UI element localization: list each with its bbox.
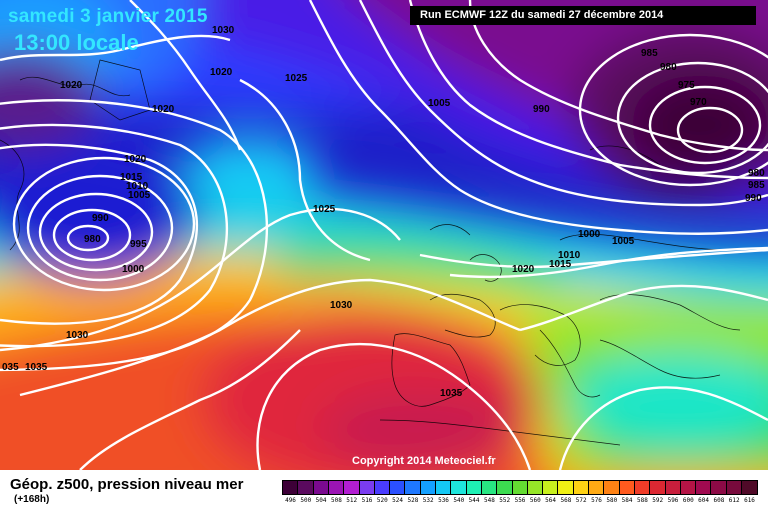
isobar-label: 1015 <box>549 259 572 270</box>
legend-value: 568 <box>560 497 572 504</box>
isobar-label: 1020 <box>512 264 535 275</box>
isobar-label: 1015 <box>120 172 143 183</box>
isobar-label: 1010 <box>126 181 149 192</box>
legend-value: 552 <box>499 497 511 504</box>
isobar-label: 980 <box>748 168 765 179</box>
legend-value: 588 <box>636 497 648 504</box>
legend-value: 504 <box>315 497 327 504</box>
lead-time: (+168h) <box>14 494 50 505</box>
legend-value: 556 <box>514 497 526 504</box>
legend-value: 596 <box>667 497 679 504</box>
legend-value: 524 <box>392 497 404 504</box>
legend-value: 496 <box>285 497 296 504</box>
isobar-label: 995 <box>130 239 147 250</box>
isobar-label: 985 <box>748 180 765 191</box>
legend-value: 544 <box>468 497 480 504</box>
legend-swatch <box>741 480 758 495</box>
copyright: Copyright 2014 Meteociel.fr <box>352 455 496 467</box>
model-run-label: Run ECMWF 12Z du samedi 27 décembre 2014 <box>410 6 756 25</box>
isobar-label: 980 <box>84 234 101 245</box>
legend-value: 520 <box>376 497 388 504</box>
isobar-label: 1000 <box>578 229 601 240</box>
isobar-label: 1020 <box>210 67 233 78</box>
legend-value: 540 <box>453 497 465 504</box>
legend-value: 584 <box>621 497 633 504</box>
isobar-label: 1035 <box>440 388 463 399</box>
isobar-label: 1025 <box>313 204 336 215</box>
legend-value: 576 <box>591 497 602 504</box>
legend-value: 528 <box>407 497 419 504</box>
parameter-title: Géop. z500, pression niveau mer <box>10 476 244 493</box>
legend-value: 516 <box>361 497 373 504</box>
legend-value: 608 <box>713 497 725 504</box>
legend-value: 572 <box>575 497 587 504</box>
isobar-label: 980 <box>660 62 677 73</box>
map-canvas: 1030 1020 1025 1020 1020 1020 1015 1010 … <box>0 0 768 470</box>
legend-value: 512 <box>346 497 358 504</box>
isobar-label: 1005 <box>428 98 451 109</box>
isobar-label: 975 <box>678 80 695 91</box>
isobar-label: 1020 <box>124 154 147 165</box>
legend-value: 536 <box>438 497 449 504</box>
legend-value: 616 <box>744 497 755 504</box>
isobar-label: 990 <box>92 213 109 224</box>
isobar-label: 1020 <box>152 104 175 115</box>
isobars <box>0 0 768 470</box>
isobar-label: 035 <box>2 362 19 373</box>
isobar-label: 1000 <box>122 264 145 275</box>
legend-value: 548 <box>483 497 495 504</box>
legend-value: 592 <box>652 497 664 504</box>
legend-value: 612 <box>728 497 740 504</box>
isobar-labels: 1030 1020 1025 1020 1020 1020 1015 1010 … <box>2 25 765 399</box>
legend-value: 560 <box>529 497 541 504</box>
legend-value: 600 <box>682 497 694 504</box>
isobar-label: 985 <box>641 48 658 59</box>
isobar-label: 1010 <box>558 250 581 261</box>
isobar-label: 1030 <box>212 25 235 36</box>
isobar-label: 1025 <box>285 73 308 84</box>
isobar-label: 1030 <box>330 300 353 311</box>
isobar-label: 1035 <box>25 362 48 373</box>
legend-value: 532 <box>422 497 434 504</box>
weather-map: 1030 1020 1025 1020 1020 1020 1015 1010 … <box>0 0 768 470</box>
isobar-label: 990 <box>533 104 550 115</box>
isobar-label: 1030 <box>66 330 89 341</box>
forecast-time: 13:00 locale <box>14 30 139 55</box>
isobar-label: 970 <box>690 97 707 108</box>
legend-value: 604 <box>698 497 710 504</box>
isobar-label: 1020 <box>60 80 83 91</box>
legend-value: 564 <box>545 497 557 504</box>
legend-value: 500 <box>300 497 312 504</box>
legend-value: 508 <box>330 497 342 504</box>
isobar-label: 1005 <box>612 236 635 247</box>
isobar-label: 1005 <box>128 190 151 201</box>
legend-value: 580 <box>606 497 618 504</box>
color-legend: 496 500 504 508 512 516 520 524 528 532 536 540 544 5… <box>282 480 758 508</box>
forecast-date: samedi 3 janvier 2015 <box>8 6 208 27</box>
isobar-label: 990 <box>745 193 762 204</box>
